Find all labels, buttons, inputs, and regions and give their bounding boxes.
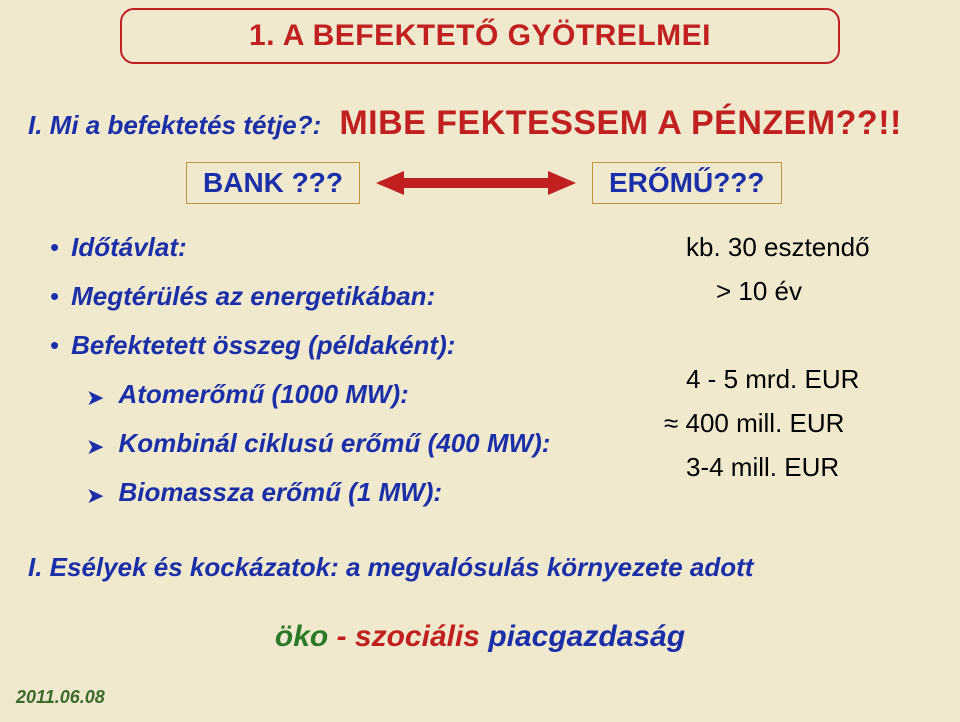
bullet-triangle-icon: ➤ bbox=[86, 485, 104, 507]
eco-blue-text: piacgazdaság bbox=[488, 620, 685, 653]
list-item: • Befektetett összeg (példaként): bbox=[50, 330, 920, 361]
item-label: Megtérülés az energetikában: bbox=[71, 281, 435, 312]
risks-line: I. Esélyek és kockázatok: a megvalósulás… bbox=[28, 552, 753, 583]
item-label: Kombinál ciklusú erőmű (400 MW): bbox=[118, 428, 550, 459]
item-value: kb. 30 esztendő bbox=[686, 232, 870, 263]
bullet-dot-icon: • bbox=[50, 234, 59, 260]
eromu-box: ERŐMŰ??? bbox=[592, 162, 782, 204]
bullet-dot-icon: • bbox=[50, 283, 59, 309]
eco-green-text: öko bbox=[275, 620, 328, 653]
question-label: I. Mi a befektetés tétje?: bbox=[28, 110, 321, 141]
eco-red-text: - szociális bbox=[328, 620, 488, 653]
item-label: Atomerőmű (1000 MW): bbox=[118, 379, 408, 410]
bank-box: BANK ??? bbox=[186, 162, 360, 204]
item-label: Biomassza erőmű (1 MW): bbox=[118, 477, 442, 508]
bullet-triangle-icon: ➤ bbox=[86, 436, 104, 458]
double-arrow-icon bbox=[376, 171, 576, 195]
item-value: 4 - 5 mrd. EUR bbox=[686, 364, 859, 395]
eco-line: öko - szociális piacgazdaság bbox=[0, 620, 960, 654]
bullet-list: • Időtávlat: • Megtérülés az energetikáb… bbox=[50, 232, 920, 532]
item-label: Befektetett összeg (példaként): bbox=[71, 330, 455, 361]
item-value: ≈ 400 mill. EUR bbox=[664, 408, 844, 439]
question-row: I. Mi a befektetés tétje?: MIBE FEKTESSE… bbox=[28, 104, 902, 143]
item-value: > 10 év bbox=[716, 276, 802, 307]
question-headline: MIBE FEKTESSEM A PÉNZEM??!! bbox=[339, 104, 902, 143]
bullet-triangle-icon: ➤ bbox=[86, 387, 104, 409]
bullet-dot-icon: • bbox=[50, 332, 59, 358]
choice-row: BANK ??? ERŐMŰ??? bbox=[186, 162, 782, 204]
item-label: Időtávlat: bbox=[71, 232, 187, 263]
slide-title: 1. A BEFEKTETŐ GYÖTRELMEI bbox=[120, 8, 840, 64]
slide-date: 2011.06.08 bbox=[16, 687, 105, 708]
item-value: 3-4 mill. EUR bbox=[686, 452, 839, 483]
